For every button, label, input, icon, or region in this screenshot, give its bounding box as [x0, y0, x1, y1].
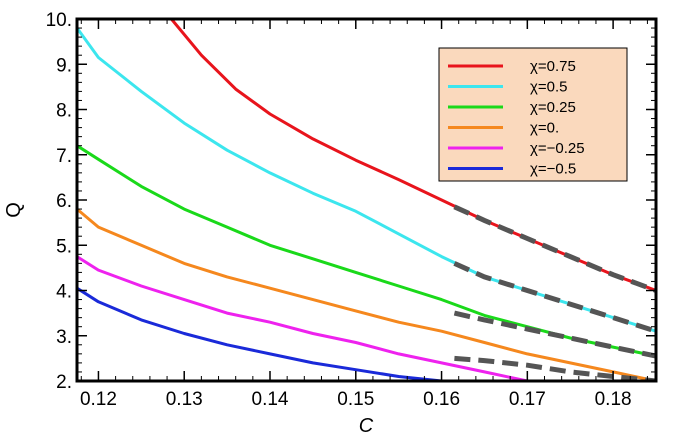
- x-tick-label: 0.13: [166, 389, 203, 410]
- legend-label-4: χ=−0.25: [530, 140, 585, 157]
- x-tick-label: 0.12: [80, 389, 117, 410]
- y-tick-label: 10.: [46, 10, 72, 31]
- y-tick-label: 2.: [56, 372, 72, 393]
- dashed-overlay-2: [453, 310, 656, 359]
- legend-label-3: χ=0.: [530, 120, 559, 137]
- legend: χ=0.75 χ=0.5 χ=0.25 χ=0. χ=−0.25 χ=−0.5: [438, 47, 628, 182]
- legend-label-0: χ=0.75: [530, 58, 576, 75]
- axis-ticks: [77, 18, 656, 382]
- dashed-overlay-3: [454, 355, 656, 381]
- legend-label-5: χ=−0.5: [530, 161, 576, 178]
- x-tick-label: 0.16: [423, 389, 460, 410]
- y-tick-label: 9.: [56, 55, 72, 76]
- y-tick-label: 8.: [56, 101, 72, 122]
- y-tick-label: 5.: [56, 236, 72, 257]
- series-line-5: [77, 286, 442, 381]
- series-line-4: [77, 255, 528, 381]
- y-tick-label: 7.: [56, 146, 72, 167]
- x-tick-label: 0.18: [595, 389, 632, 410]
- x-tick-labels: 0.12 0.13 0.14 0.15 0.16 0.17 0.18: [80, 389, 632, 410]
- y-tick-label: 3.: [56, 327, 72, 348]
- y-tick-labels: 2. 3. 4. 5. 6. 7. 8. 9. 10.: [46, 10, 72, 393]
- x-tick-label: 0.17: [509, 389, 546, 410]
- y-tick-label: 6.: [56, 191, 72, 212]
- dashed-overlay-0: [453, 204, 656, 293]
- x-tick-label: 0.14: [252, 389, 289, 410]
- legend-box: [438, 47, 628, 182]
- y-axis-label: Q: [3, 202, 25, 218]
- legend-label-2: χ=0.25: [530, 99, 576, 116]
- dashed-overlays: [453, 204, 656, 381]
- y-tick-label: 4.: [56, 282, 72, 303]
- series-line-3: [77, 207, 656, 381]
- dashed-overlay-1: [453, 261, 656, 334]
- x-axis-label: C: [359, 415, 374, 437]
- x-tick-label: 0.15: [337, 389, 374, 410]
- legend-label-1: χ=0.5: [530, 79, 568, 96]
